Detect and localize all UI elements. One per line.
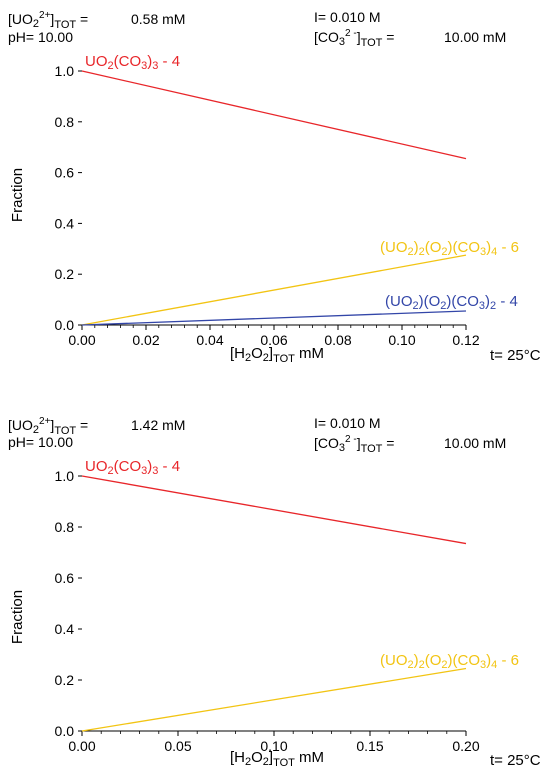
chart-2-series-label-dimer-peroxo: (UO2)2(O2)(CO3)4 - 6 [380, 652, 519, 671]
y-tick-label: 0.6 [55, 570, 75, 586]
chart-2-series-label-uo2co3-3: UO2(CO3)3 - 4 [85, 458, 180, 477]
chart-1-series-label-uo2co3-3: UO2(CO3)3 - 4 [85, 53, 180, 72]
uranyl-total-label: [UO22+]TOT = [8, 10, 88, 31]
chart-2-header: [UO22+]TOT = 1.42 mM pH= 10.00 I= 0.010 … [8, 415, 506, 455]
uranyl-total-value: 0.58 mM [131, 11, 185, 27]
carbonate-total-value: 10.00 mM [444, 29, 506, 45]
y-tick-label: 0.6 [55, 165, 75, 181]
series-line [81, 667, 467, 732]
series-line [81, 475, 467, 545]
y-tick-label: 0.2 [55, 266, 75, 282]
y-tick-label: 0.8 [55, 519, 75, 535]
y-tick-label: 0.2 [55, 672, 75, 688]
y-tick-label: 0.0 [55, 317, 75, 333]
x-tick-label: 0.05 [164, 738, 191, 754]
uranyl-total-value: 1.42 mM [131, 417, 185, 433]
ph-label: pH= 10.00 [8, 29, 73, 45]
ph-label: pH= 10.00 [8, 434, 73, 450]
chart-1-temperature: t= 25°C [490, 347, 541, 364]
chart-2: [UO22+]TOT = 1.42 mM pH= 10.00 I= 0.010 … [8, 415, 541, 769]
chart-2-series [81, 475, 467, 732]
x-tick-label: 0.12 [452, 332, 479, 348]
carbonate-total-label: [CO32 -]TOT = [314, 434, 394, 455]
y-tick-label: 1.0 [55, 63, 75, 79]
chart-2-x-axis-title: [H2O2]TOT mM [230, 749, 324, 769]
x-tick-label: 0.02 [132, 332, 159, 348]
series-line [81, 254, 467, 326]
chart-2-temperature: t= 25°C [490, 752, 541, 769]
chart-2-y-axis-title: Fraction [9, 590, 26, 644]
x-tick-label: 0.08 [324, 332, 351, 348]
chart-1-x-axis-title: [H2O2]TOT mM [230, 345, 324, 365]
chart-2-axes: 0.0 0.2 0.4 0.6 0.8 1.0 0.00 0.05 0.10 0.15 0.20 [55, 468, 480, 754]
x-tick-label: 0.20 [452, 738, 479, 754]
chart-1-series-label-monomer-peroxo: (UO2)(O2)(CO3)2 - 4 [385, 293, 518, 312]
y-tick-label: 0.8 [55, 114, 75, 130]
x-tick-label: 0.10 [388, 332, 415, 348]
x-tick-label: 0.06 [260, 332, 287, 348]
y-tick-label: 0.0 [55, 723, 75, 739]
chart-1-series-label-dimer-peroxo: (UO2)2(O2)(CO3)4 - 6 [380, 239, 519, 258]
y-tick-label: 0.4 [55, 621, 75, 637]
carbonate-total-value: 10.00 mM [444, 435, 506, 451]
chart-1-axes: 0.0 0.2 0.4 0.6 0.8 1.0 0.00 0.02 0.04 0.06 0.08 0.… [55, 63, 480, 348]
carbonate-total-label: [CO32 -]TOT = [314, 28, 394, 49]
x-tick-label: 0.00 [68, 332, 95, 348]
y-tick-label: 0.4 [55, 215, 75, 231]
x-tick-label: 0.15 [356, 738, 383, 754]
x-tick-label: 0.10 [260, 738, 287, 754]
ionic-strength-label: I= 0.010 M [314, 415, 381, 431]
chart-1: [UO22+]TOT = 0.58 mM pH= 10.00 I= 0.010 … [8, 9, 541, 365]
ionic-strength-label: I= 0.010 M [314, 9, 381, 25]
y-tick-label: 1.0 [55, 468, 75, 484]
chart-1-y-axis-title: Fraction [9, 168, 26, 222]
x-tick-label: 0.00 [68, 738, 95, 754]
x-tick-label: 0.04 [196, 332, 223, 348]
series-line [81, 310, 467, 326]
chart-1-series [81, 70, 467, 326]
series-line [81, 70, 467, 160]
chart-1-header: [UO22+]TOT = 0.58 mM pH= 10.00 I= 0.010 … [8, 9, 506, 49]
